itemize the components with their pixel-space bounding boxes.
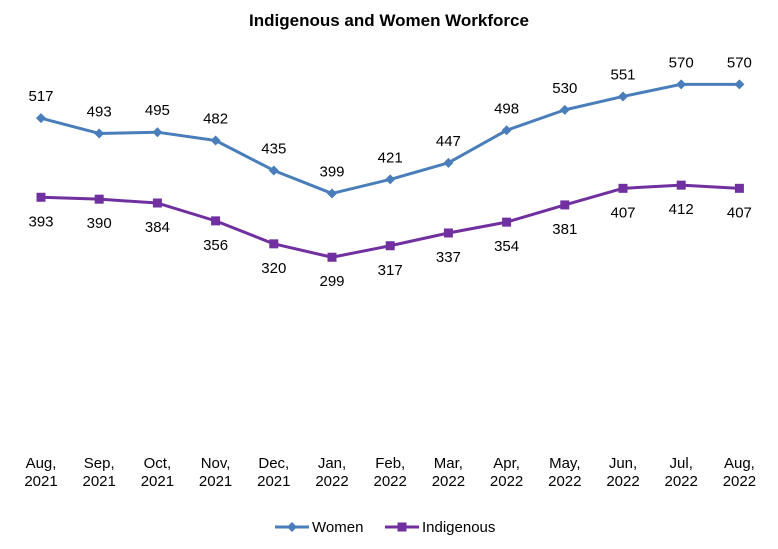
data-label: 399	[319, 163, 344, 180]
data-point	[501, 125, 512, 136]
data-point	[327, 188, 337, 199]
data-label: 356	[203, 237, 228, 254]
data-point	[268, 165, 279, 176]
data-label: 570	[669, 54, 694, 71]
x-tick-label: Jul, 2022	[665, 455, 698, 490]
x-axis-tick-labels: Aug, 2021 Sep, 2021 Oct, 2021 Nov, 2021 Dec, 2021…	[24, 455, 756, 490]
data-label: 354	[494, 238, 519, 255]
data-point	[502, 217, 512, 227]
legend-item-women: Women	[275, 519, 363, 536]
data-label: 407	[610, 204, 635, 221]
data-point	[210, 135, 221, 146]
data-label: 320	[261, 260, 286, 277]
data-point	[443, 228, 453, 238]
data-label: 412	[669, 201, 694, 218]
data-point	[734, 183, 744, 193]
data-point	[618, 91, 628, 102]
data-label: 495	[145, 102, 170, 119]
data-label: 447	[436, 133, 461, 150]
legend-item-indigenous: Indigenous	[385, 519, 495, 536]
data-point	[36, 192, 46, 202]
x-tick-label: Nov, 2021	[199, 455, 232, 490]
data-label: 570	[727, 54, 752, 71]
data-point	[269, 239, 279, 249]
data-point	[94, 194, 104, 204]
legend-marker	[397, 522, 407, 532]
x-tick-label: May, 2022	[548, 455, 581, 490]
data-label: 493	[87, 103, 112, 120]
data-label: 390	[87, 215, 112, 232]
x-tick-label: Oct, 2021	[141, 455, 174, 490]
legend-marker	[287, 522, 297, 532]
data-label: 384	[145, 219, 170, 236]
x-tick-label: Aug, 2021	[24, 455, 57, 490]
data-point	[94, 128, 105, 139]
x-tick-label: Dec, 2021	[257, 455, 290, 490]
data-point	[36, 113, 46, 124]
data-point	[385, 174, 396, 185]
series-indigenous	[36, 180, 744, 262]
data-label: 393	[28, 213, 53, 230]
chart-title: Indigenous and Women Workforce	[249, 11, 529, 30]
data-label: 317	[378, 262, 403, 279]
data-label: 299	[319, 273, 344, 290]
x-tick-label: Feb, 2022	[374, 455, 407, 490]
x-tick-label: Mar, 2022	[432, 455, 465, 490]
legend-label: Women	[312, 519, 363, 536]
data-label: 530	[552, 80, 577, 97]
data-label: 517	[28, 88, 53, 105]
x-tick-label: Sep, 2021	[83, 455, 116, 490]
x-tick-label: Jun, 2022	[606, 455, 639, 490]
data-label: 407	[727, 204, 752, 221]
data-point	[676, 180, 686, 190]
data-label: 381	[552, 221, 577, 238]
x-tick-label: Aug, 2022	[723, 455, 756, 490]
data-label: 482	[203, 110, 228, 127]
data-point	[327, 252, 337, 262]
series-women	[36, 79, 745, 199]
data-label: 551	[610, 66, 635, 83]
data-point	[734, 79, 745, 90]
x-tick-label: Apr, 2022	[490, 455, 523, 490]
data-point	[152, 198, 162, 208]
data-point	[211, 216, 221, 226]
data-labels: 517 493 495 482 435 399 421 447 498 530 551 570 570 3…	[28, 54, 751, 290]
x-tick-label: Jan, 2022	[315, 455, 348, 490]
data-label: 498	[494, 100, 519, 117]
data-point	[385, 241, 395, 251]
series-layer	[36, 79, 745, 262]
data-point	[618, 183, 628, 193]
legend: Women Indigenous	[275, 519, 495, 536]
data-label: 421	[378, 149, 403, 166]
data-point	[676, 79, 687, 90]
data-point	[443, 157, 454, 168]
data-label: 337	[436, 249, 461, 266]
data-point	[560, 200, 570, 210]
data-point	[152, 127, 163, 138]
data-point	[559, 104, 570, 115]
legend-label: Indigenous	[422, 519, 495, 536]
data-label: 435	[261, 140, 286, 157]
